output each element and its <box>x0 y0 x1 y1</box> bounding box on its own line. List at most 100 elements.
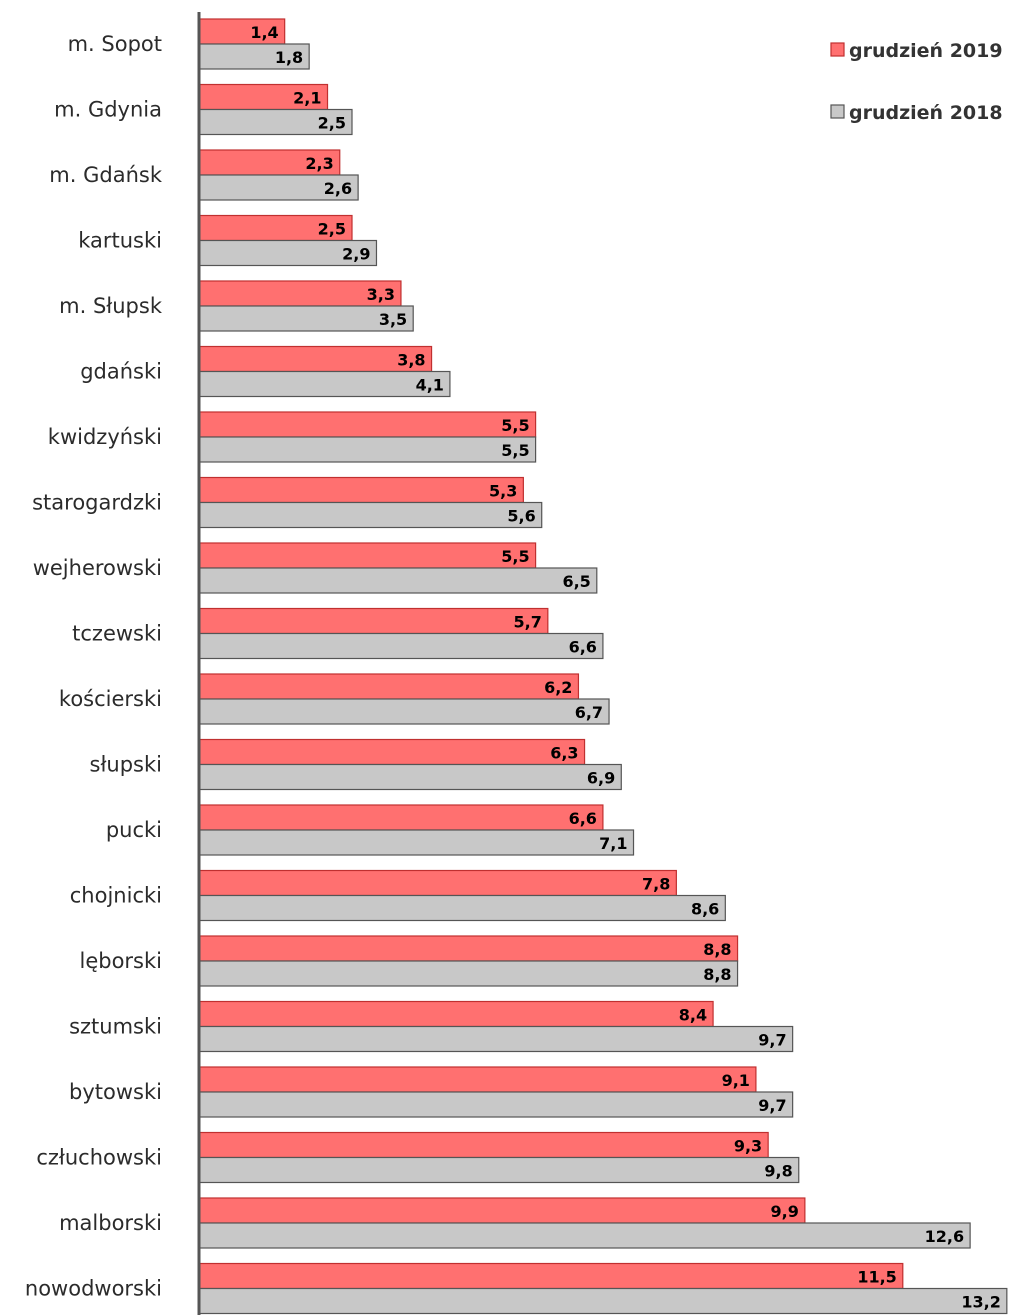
category-label-slupski: słupski <box>90 753 163 777</box>
value-label-chojnicki-series-1: 7,8 <box>642 875 670 894</box>
legend-label-series-1: grudzień 2019 <box>849 40 1003 62</box>
value-label-m-gdansk-series-1: 2,3 <box>305 154 333 173</box>
bar-bytowski-series-2 <box>198 1091 794 1118</box>
bar-slupski-series-1 <box>198 738 586 766</box>
value-label-sztumski-series-1: 8,4 <box>679 1006 707 1025</box>
bar-leborski-series-2 <box>198 960 739 987</box>
category-label-tczewski: tczewski <box>72 622 162 646</box>
value-labels: 1,4 1,8 2,1 2,5 2,3 2,6 2,5 2,9 3,3 3,5 3,8 4,1 5,5 5… <box>250 23 1001 1312</box>
category-label-m-sopot: m. Sopot <box>68 32 162 56</box>
legend: grudzień 2019 grudzień 2018 <box>830 40 1003 124</box>
value-label-tczewski-series-1: 5,7 <box>513 613 541 632</box>
legend-label-series-2: grudzień 2018 <box>849 102 1003 124</box>
category-label-chojnicki: chojnicki <box>70 884 162 908</box>
value-label-koscierski-series-2: 6,7 <box>575 703 603 722</box>
bar-czluchowski-series-2 <box>198 1156 800 1184</box>
category-label-m-slupsk: m. Słupsk <box>59 294 163 318</box>
legend-swatch-series-1 <box>830 42 845 57</box>
value-label-m-sopot-series-1: 1,4 <box>250 23 278 42</box>
bar-m-slupsk-series-2 <box>198 305 414 332</box>
value-label-kartuski-series-2: 2,9 <box>342 245 370 264</box>
value-label-wejherowski-series-1: 5,5 <box>501 547 529 566</box>
value-label-czluchowski-series-2: 9,8 <box>764 1162 792 1181</box>
bar-gdanski-series-2 <box>198 370 451 398</box>
value-label-slupski-series-1: 6,3 <box>550 744 578 763</box>
bar-m-sopot-series-2 <box>198 43 310 70</box>
value-label-nowodworski-series-1: 11,5 <box>857 1268 896 1287</box>
bar-wejherowski-series-1 <box>198 542 537 569</box>
value-label-czluchowski-series-1: 9,3 <box>734 1137 762 1156</box>
value-label-bytowski-series-1: 9,1 <box>722 1071 750 1090</box>
category-label-pucki: pucki <box>106 818 162 842</box>
bar-pucki-series-1 <box>198 804 604 831</box>
value-label-kwidzynski-series-1: 5,5 <box>501 416 529 435</box>
bar-sztumski-series-1 <box>198 1000 714 1028</box>
value-label-m-slupsk-series-1: 3,3 <box>367 285 395 304</box>
bar-starogardzki-series-1 <box>198 476 524 504</box>
bar-chojnicki-series-2 <box>198 894 726 922</box>
value-label-pucki-series-1: 6,6 <box>569 809 597 828</box>
value-label-leborski-series-1: 8,8 <box>703 940 731 959</box>
value-label-pucki-series-2: 7,1 <box>599 834 627 853</box>
category-label-m-gdansk: m. Gdańsk <box>49 163 163 187</box>
category-label-kartuski: kartuski <box>78 229 162 253</box>
category-label-nowodworski: nowodworski <box>25 1277 162 1301</box>
value-label-malborski-series-2: 12,6 <box>925 1227 964 1246</box>
category-label-malborski: malborski <box>59 1211 162 1235</box>
value-label-wejherowski-series-2: 6,5 <box>562 572 590 591</box>
bar-tczewski-series-1 <box>198 607 549 635</box>
category-label-m-gdynia: m. Gdynia <box>54 98 162 122</box>
bar-slupski-series-2 <box>198 763 622 791</box>
bar-pucki-series-2 <box>198 829 635 856</box>
value-label-kartuski-series-1: 2,5 <box>318 220 346 239</box>
category-label-gdanski: gdański <box>80 360 162 384</box>
value-label-m-gdynia-series-1: 2,1 <box>293 89 321 108</box>
bar-malborski-series-2 <box>198 1222 971 1249</box>
value-label-chojnicki-series-2: 8,6 <box>691 900 719 919</box>
value-label-m-slupsk-series-2: 3,5 <box>379 310 407 329</box>
value-label-nowodworski-series-2: 13,2 <box>961 1293 1000 1312</box>
value-label-leborski-series-2: 8,8 <box>703 965 731 984</box>
value-label-slupski-series-2: 6,9 <box>587 769 615 788</box>
legend-swatch-series-2 <box>830 104 845 119</box>
category-label-wejherowski: wejherowski <box>33 556 162 580</box>
bar-malborski-series-1 <box>198 1197 806 1224</box>
category-label-bytowski: bytowski <box>69 1080 162 1104</box>
value-label-starogardzki-series-2: 5,6 <box>507 507 535 526</box>
value-label-gdanski-series-1: 3,8 <box>397 351 425 370</box>
bar-nowodworski-series-1 <box>198 1262 904 1290</box>
bar-wejherowski-series-2 <box>198 567 598 594</box>
value-label-koscierski-series-1: 6,2 <box>544 678 572 697</box>
bar-kwidzynski-series-2 <box>198 436 537 463</box>
value-label-gdanski-series-2: 4,1 <box>416 376 444 395</box>
category-label-koscierski: kościerski <box>59 687 162 711</box>
category-label-sztumski: sztumski <box>69 1015 162 1039</box>
value-label-malborski-series-1: 9,9 <box>771 1202 799 1221</box>
bar-starogardzki-series-2 <box>198 501 543 529</box>
bar-leborski-series-1 <box>198 935 739 962</box>
category-label-kwidzynski: kwidzyński <box>48 425 162 449</box>
value-label-bytowski-series-2: 9,7 <box>758 1096 786 1115</box>
bar-czluchowski-series-1 <box>198 1131 769 1159</box>
category-labels: m. Sopot m. Gdynia m. Gdańsk kartuski m. Słu… <box>25 32 163 1301</box>
value-label-tczewski-series-2: 6,6 <box>569 638 597 657</box>
value-label-starogardzki-series-1: 5,3 <box>489 482 517 501</box>
bar-tczewski-series-2 <box>198 632 604 660</box>
bar-koscierski-series-1 <box>198 673 580 700</box>
value-label-sztumski-series-2: 9,7 <box>758 1031 786 1050</box>
bar-gdanski-series-1 <box>198 345 433 373</box>
bar-sztumski-series-2 <box>198 1025 794 1053</box>
category-label-czluchowski: człuchowski <box>36 1146 162 1170</box>
bar-kwidzynski-series-1 <box>198 411 537 438</box>
bar-chojnicki-series-1 <box>198 869 677 897</box>
value-label-m-gdynia-series-2: 2,5 <box>318 114 346 133</box>
category-label-leborski: lęborski <box>79 949 162 973</box>
value-label-m-sopot-series-2: 1,8 <box>275 48 303 67</box>
value-label-m-gdansk-series-2: 2,6 <box>324 179 352 198</box>
bars-group <box>198 18 1008 1315</box>
value-label-kwidzynski-series-2: 5,5 <box>501 441 529 460</box>
bar-koscierski-series-2 <box>198 698 610 725</box>
bar-bytowski-series-1 <box>198 1066 757 1093</box>
bar-m-gdynia-series-2 <box>198 108 353 136</box>
